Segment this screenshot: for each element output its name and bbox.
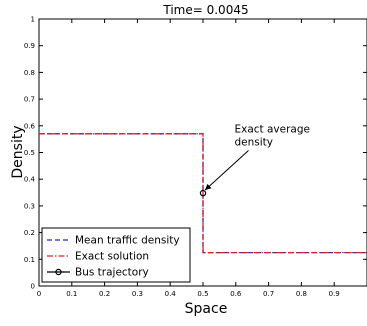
series-layer (39, 133, 367, 254)
x-tick-label: 0.6 (230, 290, 242, 298)
y-tick-label: 1 (31, 16, 35, 24)
x-tick-label: 0.9 (329, 290, 340, 298)
y-tick-label: 0.4 (24, 176, 36, 184)
legend: Mean traffic density Exact solution Bus tr… (41, 227, 191, 283)
x-tick-label: 0.3 (132, 290, 143, 298)
bus-trajectory-point (199, 189, 207, 197)
y-tick-label: 0.9 (24, 42, 35, 50)
legend-box (41, 227, 191, 283)
legend-marker (55, 268, 62, 276)
annotation-text: Exact average (234, 123, 310, 135)
annotation-arrowhead (205, 183, 212, 191)
y-tick-label: 0.3 (24, 202, 35, 210)
y-tick-label: 0.6 (24, 122, 36, 130)
x-tick-label: 0.8 (296, 290, 307, 298)
annotation-text: density (234, 136, 273, 148)
y-tick-label: 0.2 (24, 229, 35, 237)
y-axis: 0 0.1 0.2 0.3 0.4 0.5 0.6 0.7 0.8 0.9 1 (24, 16, 367, 291)
x-axis-label: Space (185, 301, 228, 317)
y-tick-label: 0 (31, 283, 35, 291)
series-line-exact-solution (39, 133, 367, 254)
x-tick-label: 0.7 (263, 290, 274, 298)
x-axis: 0 0.1 0.2 0.3 0.4 0.5 0.6 0.7 0.8 0.9 (37, 19, 340, 298)
annotation-arrow (204, 150, 249, 191)
y-tick-label: 0.1 (24, 256, 35, 264)
chart-title: Time= 0.0045 (162, 3, 248, 17)
x-tick-label: 0.1 (66, 290, 77, 298)
y-tick-label: 0.7 (24, 96, 35, 104)
y-tick-label: 0.5 (24, 149, 35, 157)
y-axis-label: Density (10, 125, 26, 178)
y-tick-label: 0.8 (24, 69, 35, 77)
x-tick-label: 0.4 (165, 290, 177, 298)
x-tick-label: 0.2 (99, 290, 110, 298)
x-tick-label: 0 (37, 290, 41, 298)
legend-label: Mean traffic density (75, 235, 180, 247)
legend-label: Bus trajectory (75, 267, 149, 279)
x-tick-label: 0.5 (197, 290, 208, 298)
legend-label: Exact solution (75, 251, 149, 263)
